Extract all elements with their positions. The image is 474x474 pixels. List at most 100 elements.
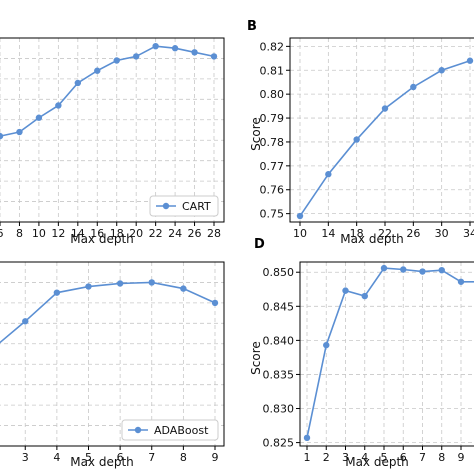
y-tick-label: 0.845 [263,300,295,313]
panel-b-score-by-depth: 10 14 18 22 26 30 34 0.75 0.76 0.77 0.78 0.79 0.80 0.… [247,19,474,246]
data-point [438,266,445,274]
legend-label: ADABoost [154,424,209,437]
axes-frame [299,261,474,447]
x-tick-label: 9 [458,451,465,464]
data-point [381,105,389,112]
panel-label: B [247,19,257,34]
data-point [16,128,23,136]
y-tick-label: 0.78 [260,136,285,149]
y-tick-label: 0.76 [260,184,285,197]
data-point [353,136,360,143]
data-point [361,292,368,300]
y-tick-label: 0.75 [260,208,285,221]
x-tick-label: 6 [0,227,4,240]
y-tick-label: 0.835 [263,368,295,381]
y-axis-label: Score [249,341,263,375]
x-tick-label: 18 [350,227,364,240]
y-tick-label: 0.82 [260,40,285,53]
y-tick-label: 0.79 [260,112,285,125]
x-tick-label: 8 [180,451,187,464]
data-point [148,279,155,286]
x-tick-label: 4 [361,451,368,464]
x-tick-label: 8 [16,227,23,240]
data-point [171,45,179,52]
x-tick-label: 26 [188,227,202,240]
x-tick-label: 3 [22,451,29,464]
x-tick-label: 26 [406,227,420,240]
x-tick-label: 12 [51,227,65,240]
x-tick-label: 34 [463,227,474,240]
y-tick-label: 0.850 [263,266,295,279]
series-line [0,281,216,344]
data-point [303,434,311,442]
legend-box [149,195,219,217]
x-tick-label: 22 [149,227,163,240]
y-tick-label: 0.80 [260,88,285,101]
panel-cart-score-by-depth: 68 10 12 14 16 18 20 22 24 26 28 Max depth CART [0,37,225,246]
x-tick-label: 14 [321,227,335,240]
x-tick-label: 2 [323,451,330,464]
data-point [152,42,159,50]
x-tick-label: 14 [71,227,85,240]
x-tick-label: 6 [117,451,124,464]
data-point [132,53,140,60]
data-point [296,212,304,220]
axes-frame [289,37,474,223]
data-point [342,287,349,294]
data-point [400,266,407,273]
x-tick-label: 6 [400,451,407,464]
data-point [210,53,218,60]
data-point [0,132,4,140]
data-point [438,67,445,74]
axes-frame [0,261,225,447]
data-point [325,171,332,178]
legend-marker [162,202,170,210]
data-point [211,299,219,307]
x-tick-label: 20 [129,227,143,240]
data-point [116,280,124,287]
data-point [22,318,29,325]
data-point [191,49,198,56]
x-tick-label: 8 [438,451,445,464]
x-tick-label: 9 [212,451,219,464]
data-point [466,57,474,64]
y-axis-label: Score [249,117,263,151]
panel-adaboost-score-by-depth: 3 4 5 6 7 8 9 Max depth ADABoost [0,261,225,469]
x-tick-label: 5 [381,451,388,464]
data-point [457,278,465,285]
data-point [180,285,187,292]
x-tick-label: 24 [168,227,182,240]
series-line [0,45,215,137]
data-point [113,57,120,64]
x-axis-label: Max depth [70,455,134,469]
panel-d-score-by-depth: 1 2 3 4 5 6 7 8 9 0.825 0.830 0.835 0.840 0.845 0.850 M… [249,237,474,469]
x-tick-label: 5 [85,451,92,464]
data-point [74,79,82,87]
x-axis-label: Max depth [70,232,134,246]
x-tick-label: 30 [435,227,449,240]
y-tick-label: 0.840 [263,334,295,347]
data-point [410,83,417,91]
data-point [85,283,92,290]
x-tick-label: 4 [53,451,60,464]
x-axis-label: Max depth [340,232,404,246]
y-tick-label: 0.825 [263,437,295,450]
x-tick-label: 1 [304,451,311,464]
legend-label: CART [182,200,211,213]
x-tick-label: 10 [293,227,307,240]
legend-box [121,419,219,441]
x-tick-label: 3 [342,451,349,464]
x-tick-label: 16 [90,227,104,240]
axes-frame [0,37,225,223]
data-point [53,289,61,296]
y-tick-label: 0.81 [260,64,285,77]
x-tick-label: 22 [378,227,392,240]
y-tick-label: 0.77 [260,160,285,173]
y-tick-label: 0.830 [263,403,295,416]
x-axis-label: Max depth [345,455,409,469]
series-line [306,267,474,438]
panel-label: D [254,237,265,252]
data-point [419,268,426,275]
x-tick-label: 7 [419,451,426,464]
